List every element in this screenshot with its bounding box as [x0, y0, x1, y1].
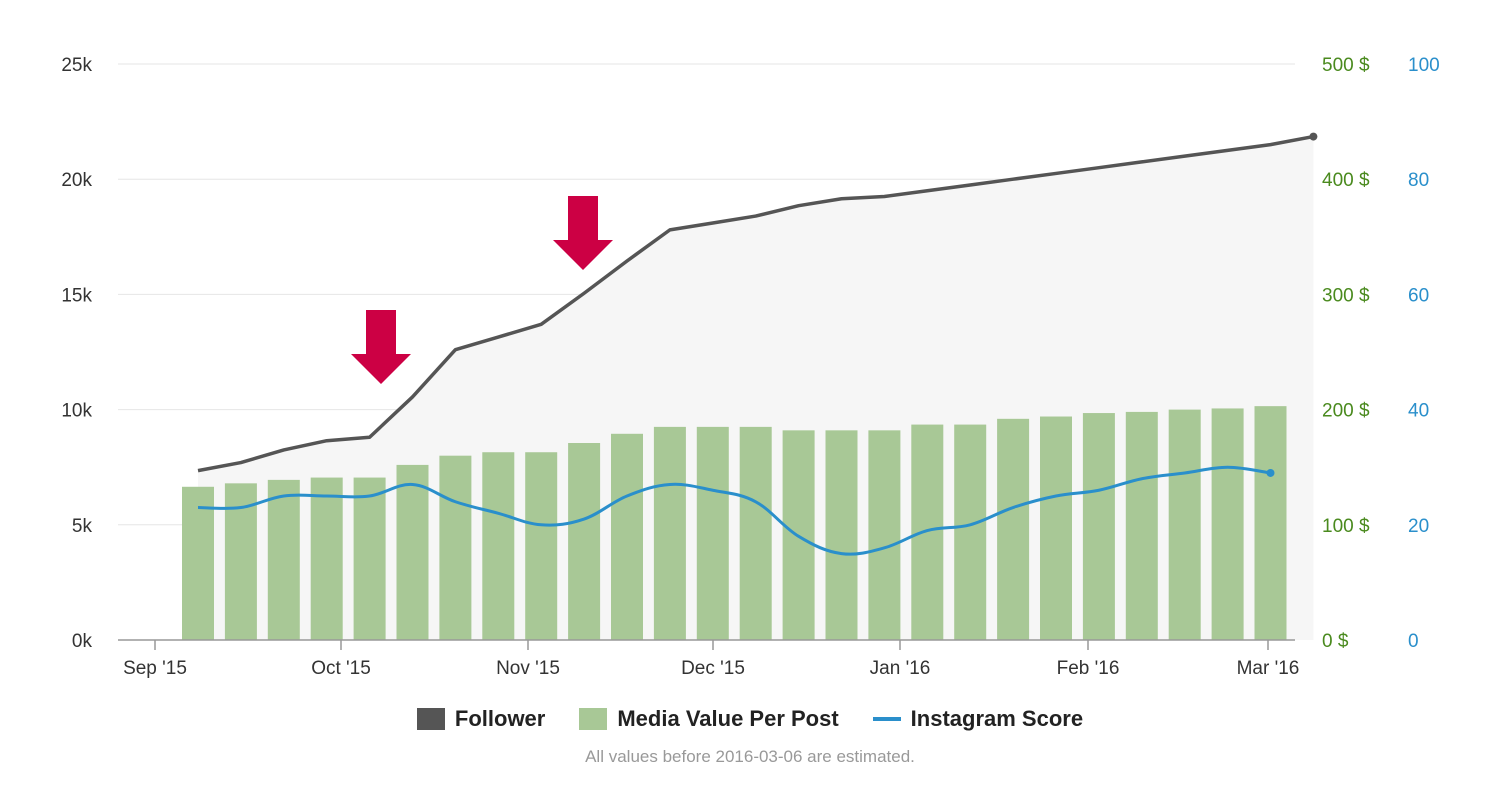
follower-line [197, 134, 1314, 473]
left-axis-tick-label: 0k [72, 631, 93, 652]
media-value-axis-tick-label: 0 $ [1322, 631, 1349, 652]
left-axis-tick-label: 20k [61, 170, 92, 191]
x-tick-label: Mar '16 [1237, 658, 1300, 679]
x-tick-label: Sep '15 [123, 658, 187, 679]
legend-item-instagram-score[interactable]: Instagram Score [872, 706, 1084, 732]
footnote: All values before 2016-03-06 are estimat… [585, 747, 915, 766]
score-axis-tick-label: 60 [1408, 285, 1429, 306]
media-value-bar [525, 452, 558, 640]
x-tick-label: Oct '15 [311, 658, 371, 679]
media-value-bar [954, 424, 987, 640]
media-value-axis-tick-label: 400 $ [1322, 170, 1370, 191]
legend-label-instagram-score: Instagram Score [910, 706, 1084, 731]
media-value-bar [611, 433, 643, 640]
left-axis-tick-label: 15k [61, 285, 92, 306]
media-value-bar [482, 452, 515, 640]
score-axis-tick-label: 80 [1408, 170, 1429, 191]
media-value-bar [353, 477, 386, 640]
legend-item-follower[interactable]: Follower [416, 706, 546, 732]
legend: Follower Media Value Per Post Instagram … [0, 706, 1500, 732]
score-axis-tick-label: 40 [1408, 401, 1429, 422]
media-value-bar [182, 486, 214, 640]
legend-label-follower: Follower [454, 706, 546, 731]
follower-end-point [1309, 132, 1318, 141]
media-value-bar [997, 418, 1030, 640]
media-value-bar [310, 477, 343, 640]
follower-swatch-icon [416, 708, 445, 730]
media-value-bar [1125, 411, 1158, 640]
media-value-axis-tick-label: 500 $ [1322, 55, 1370, 76]
legend-label-media-value: Media Value Per Post [617, 706, 839, 731]
media-value-bar [696, 426, 729, 640]
instagram-score-line [197, 465, 1271, 556]
media-value-bar [1254, 406, 1287, 640]
left-axis-tick-label: 25k [61, 55, 92, 76]
media-value-bar [1211, 408, 1244, 640]
left-axis-tick-label: 10k [61, 401, 92, 422]
arrow-down-icon [553, 196, 613, 270]
media-value-axis-tick-label: 300 $ [1322, 285, 1370, 306]
media-value-bar [1040, 416, 1072, 640]
media-value-axis-tick-label: 200 $ [1322, 401, 1370, 422]
media-value-bar [267, 479, 300, 640]
media-value-bar [653, 426, 686, 640]
instagram-score-swatch-icon [872, 717, 901, 721]
x-tick-label: Feb '16 [1057, 658, 1120, 679]
score-axis-tick-label: 20 [1408, 516, 1429, 537]
x-tick-label: Dec '15 [681, 658, 745, 679]
media-value-swatch-icon [579, 708, 608, 730]
instagram-score-end-point [1266, 468, 1275, 477]
x-tick-label: Jan '16 [870, 658, 931, 679]
score-axis-tick-label: 0 [1408, 631, 1419, 652]
media-value-bar [868, 430, 901, 640]
media-value-bar [396, 464, 429, 640]
media-value-bar [439, 455, 472, 640]
legend-item-media-value[interactable]: Media Value Per Post [579, 706, 839, 732]
score-axis-tick-label: 100 [1408, 55, 1440, 76]
left-axis-tick-label: 5k [72, 516, 93, 537]
follower-area [198, 136, 1314, 641]
x-tick-label: Nov '15 [496, 658, 560, 679]
media-value-bar [1082, 413, 1115, 640]
media-value-bar [825, 430, 858, 640]
media-value-bar [911, 424, 944, 640]
media-value-axis-tick-label: 100 $ [1322, 516, 1370, 537]
arrow-down-icon [351, 310, 411, 384]
chart-plot: Sep '15 Oct '15 Nov '15 Dec '15 Jan '16 Feb '… [61, 55, 1440, 679]
media-value-bar [1168, 409, 1201, 640]
media-value-bar [739, 426, 772, 640]
media-value-bar [568, 443, 601, 640]
